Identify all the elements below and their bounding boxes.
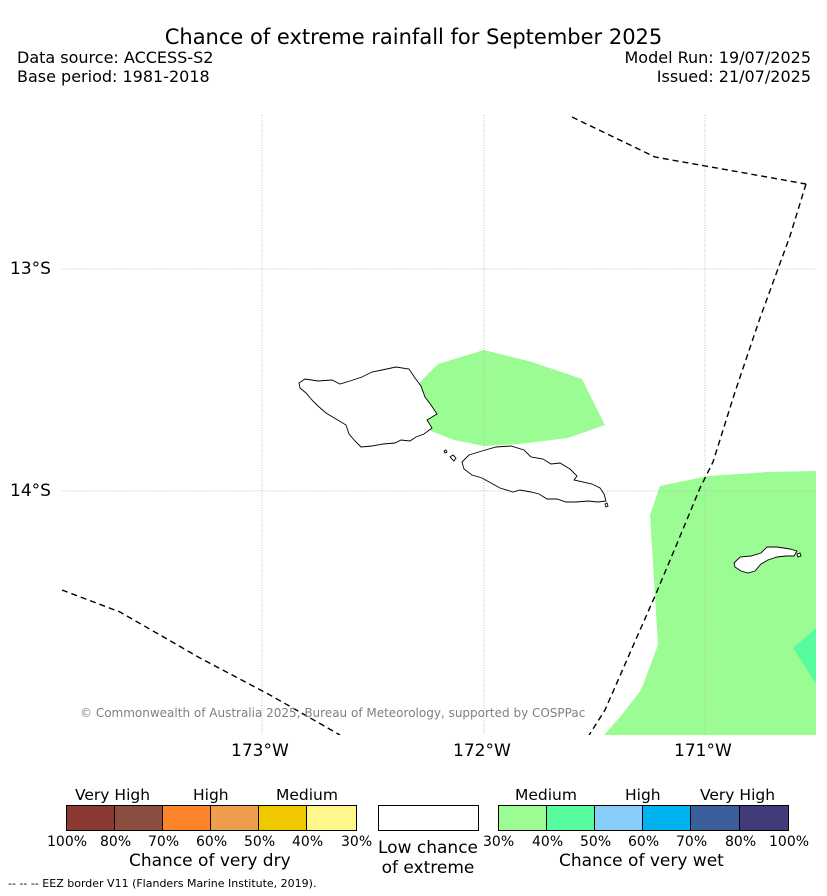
copyright-notice: © Commonwealth of Australia 2025, Bureau… [80, 706, 586, 720]
dry-tick: 80% [100, 834, 132, 850]
wet-swatch-50-60 [595, 805, 643, 830]
manono-islet [449, 454, 457, 462]
data-source-text: Data source: ACCESS-S2 [17, 48, 214, 67]
issued-text: Issued: 21/07/2025 [656, 67, 811, 86]
dry-swatch-80-70 [115, 805, 163, 830]
dry-colorbar-frame [66, 805, 357, 831]
islet-east-upolu [604, 502, 609, 508]
wet-swatch-70-80 [691, 805, 740, 830]
wet-colorbar-frame [498, 805, 789, 831]
model-run-text: Model Run: 19/07/2025 [624, 48, 812, 67]
lat-label-14s: 14°S [10, 481, 51, 501]
dry-swatch-60-50 [211, 805, 259, 830]
low-chance-label: Low chance of extreme [378, 838, 478, 878]
wet-swatch-80-100 [740, 805, 788, 830]
wet-cat-medium: Medium [515, 786, 577, 804]
wet-tick: 30% [483, 834, 515, 850]
dry-cat-high: High [193, 786, 229, 804]
high-wet-region [793, 628, 816, 684]
dry-tick: 40% [292, 834, 324, 850]
lon-label-172w: 172°W [453, 741, 511, 761]
aunuu-islet [796, 552, 802, 558]
dry-tick: 30% [341, 834, 373, 850]
lat-label-13s: 13°S [10, 259, 51, 279]
dry-swatch-50-40 [259, 805, 307, 830]
wet-tick: 100% [769, 834, 810, 850]
dry-cat-medium: Medium [276, 786, 338, 804]
meta-right: Model Run: 19/07/2025 Issued: 21/07/2025 [625, 48, 812, 86]
eez-border-north [571, 116, 807, 185]
base-period-text: Base period: 1981-2018 [17, 67, 210, 86]
small-islet [443, 449, 448, 454]
wet-swatch-40-50 [547, 805, 595, 830]
dry-tick: 100% [47, 834, 88, 850]
savaii-island [298, 366, 438, 448]
dry-tick: 50% [244, 834, 276, 850]
wet-swatch-60-70 [643, 805, 691, 830]
wet-tick: 80% [725, 834, 757, 850]
coastlines [298, 366, 802, 574]
wet-tick: 40% [532, 834, 564, 850]
upolu-island [461, 445, 607, 503]
wet-tick: 70% [676, 834, 708, 850]
wet-cat-very-high: Very High [700, 786, 776, 804]
eez-legend-text: -- -- -- EEZ border V11 (Flanders Marine… [8, 877, 317, 890]
dry-cat-very-high: Very High [75, 786, 151, 804]
wet-cat-high: High [625, 786, 661, 804]
eez-borders [62, 116, 807, 735]
map-area [62, 115, 816, 735]
wet-tick: 50% [580, 834, 612, 850]
graticule [62, 115, 816, 735]
medium-wet-region-southeast [604, 471, 816, 735]
medium-wet-region-north [420, 350, 605, 446]
meta-left: Data source: ACCESS-S2 Base period: 1981… [17, 48, 213, 86]
dry-tick: 60% [196, 834, 228, 850]
wet-swatch-30-40 [499, 805, 547, 830]
lon-label-171w: 171°W [674, 741, 732, 761]
wet-tick: 60% [628, 834, 660, 850]
wet-colorbar-label: Chance of very wet [559, 851, 724, 871]
dry-colorbar-label: Chance of very dry [129, 851, 291, 871]
map-title: Chance of extreme rainfall for September… [164, 25, 663, 49]
dry-swatch-70-60 [163, 805, 211, 830]
tutuila-island [733, 546, 798, 574]
eez-border-west [62, 589, 341, 735]
lon-label-173w: 173°W [231, 741, 289, 761]
low-chance-swatch [378, 805, 479, 831]
dry-tick: 70% [148, 834, 180, 850]
dry-swatch-40-30 [307, 805, 356, 830]
eez-border-east [588, 183, 807, 735]
dry-swatch-100-80 [67, 805, 115, 830]
